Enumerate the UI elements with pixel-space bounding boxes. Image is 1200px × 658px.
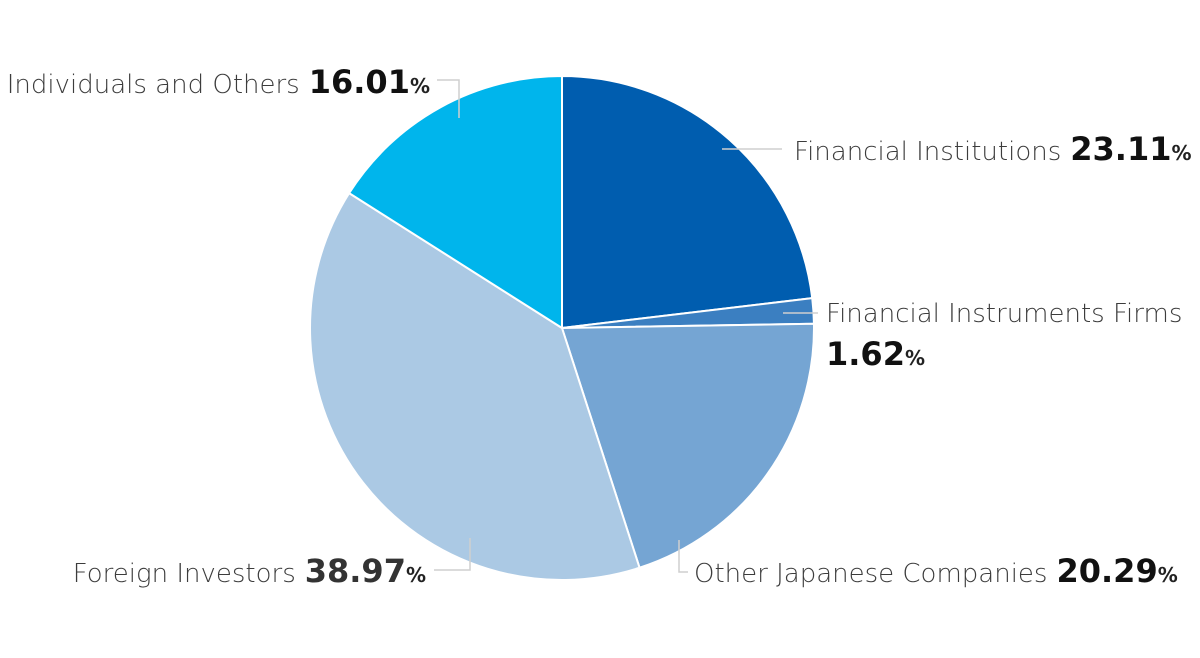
label-foreign-investors: Foreign Investors 38.97% bbox=[73, 552, 426, 590]
svg-text:1.62%: 1.62% bbox=[826, 335, 925, 373]
leader-line-foreign-investors bbox=[434, 538, 471, 571]
label-value: 16.01 bbox=[309, 63, 410, 101]
label-value: 23.11 bbox=[1070, 130, 1171, 168]
leader-line-individuals-and-others bbox=[437, 79, 460, 118]
label-name: Financial Institutions bbox=[794, 137, 1061, 167]
label-financial-institutions: Financial Institutions 23.11% bbox=[794, 130, 1192, 168]
label-unit: % bbox=[406, 563, 426, 587]
pie-slices bbox=[309, 75, 815, 581]
label-unit: % bbox=[1171, 141, 1191, 165]
label-name: Individuals and Others bbox=[7, 70, 300, 100]
leader-line-other-japanese-companies bbox=[678, 540, 688, 573]
label-financial-instruments-firms: Financial Instruments Firms 1.62% bbox=[826, 299, 1182, 373]
label-value: 38.97 bbox=[305, 552, 406, 590]
label-individuals-and-others: Individuals and Others 16.01% bbox=[7, 63, 430, 101]
label-name: Other Japanese Companies bbox=[694, 559, 1047, 589]
label-value: 20.29 bbox=[1056, 552, 1157, 590]
label-unit: % bbox=[1158, 563, 1178, 587]
pie-slice-other-japanese-companies bbox=[561, 322, 815, 569]
pie-slice-financial-institutions bbox=[561, 75, 814, 329]
label-unit: % bbox=[905, 346, 925, 370]
svg-text:Financial Instruments Firms: Financial Instruments Firms bbox=[826, 299, 1182, 329]
leader-lines bbox=[434, 79, 818, 573]
pie-slice-individuals-and-others bbox=[348, 75, 563, 329]
label-name: Financial Instruments Firms bbox=[826, 299, 1182, 329]
label-unit: % bbox=[410, 74, 430, 98]
pie-slice-foreign-investors bbox=[309, 192, 641, 581]
label-value: 1.62 bbox=[826, 335, 905, 373]
label-other-japanese-companies: Other Japanese Companies 20.29% bbox=[694, 552, 1178, 590]
label-name: Foreign Investors bbox=[73, 559, 296, 589]
